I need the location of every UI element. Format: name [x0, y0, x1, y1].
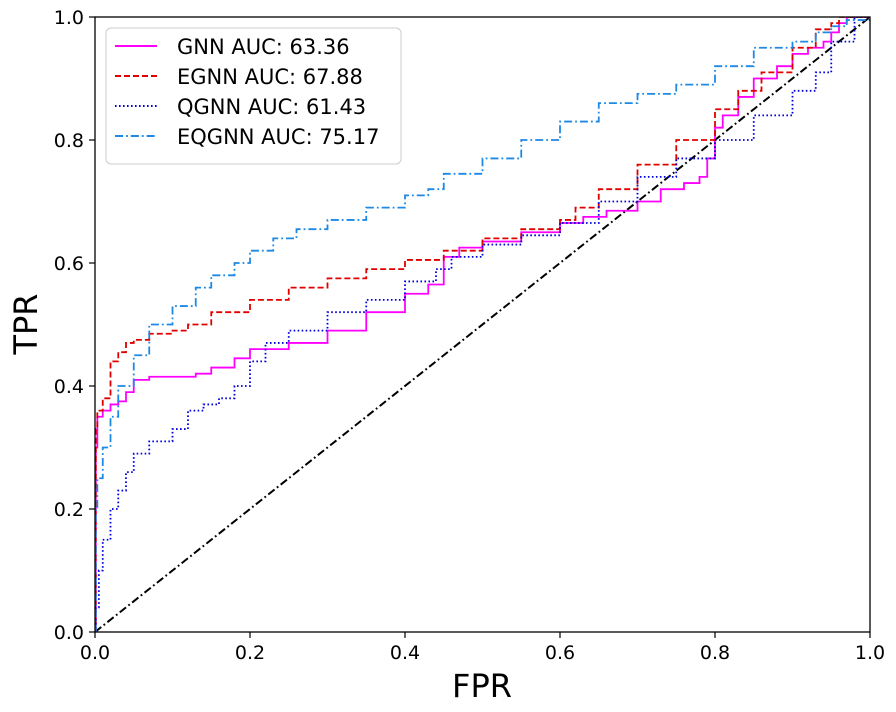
legend-box — [105, 27, 402, 165]
legend-entry: GNN AUC: 63.36 — [177, 35, 350, 59]
x-tick-label: 0.6 — [545, 642, 575, 664]
series-line-3 — [95, 17, 870, 632]
y-tick-label: 0.6 — [54, 253, 84, 275]
chance-diagonal-line — [95, 17, 870, 632]
legend: GNN AUC: 63.36 EGNN AUC: 67.88 QGNN AUC: 6… — [105, 27, 402, 165]
y-tick-label: 0.0 — [54, 622, 84, 644]
x-tick-label: 0.4 — [390, 642, 420, 664]
x-axis-label: FPR — [452, 667, 512, 705]
legend-entry: QGNN AUC: 61.43 — [177, 95, 366, 119]
x-tick-label: 0.2 — [235, 642, 265, 664]
x-tick-label: 0.0 — [80, 642, 110, 664]
series-line-2 — [95, 17, 870, 632]
legend-entry: EGNN AUC: 67.88 — [177, 65, 363, 89]
y-tick-label: 0.2 — [54, 499, 84, 521]
y-tick-label: 0.8 — [54, 130, 84, 152]
x-tick-label: 1.0 — [855, 642, 885, 664]
legend-entry: EQGNN AUC: 75.17 — [177, 125, 379, 149]
y-axis-ticks: 0.0 0.2 0.4 0.6 0.8 1.0 — [54, 7, 95, 644]
x-axis-ticks: 0.0 0.2 0.4 0.6 0.8 1.0 — [80, 632, 885, 664]
plot-frame — [94, 16, 871, 633]
series-line-4 — [95, 17, 870, 632]
series-curves — [95, 17, 870, 632]
x-tick-label: 0.8 — [700, 642, 730, 664]
y-axis-label: TPR — [7, 293, 45, 355]
y-tick-label: 1.0 — [54, 7, 84, 29]
y-tick-label: 0.4 — [54, 376, 84, 398]
